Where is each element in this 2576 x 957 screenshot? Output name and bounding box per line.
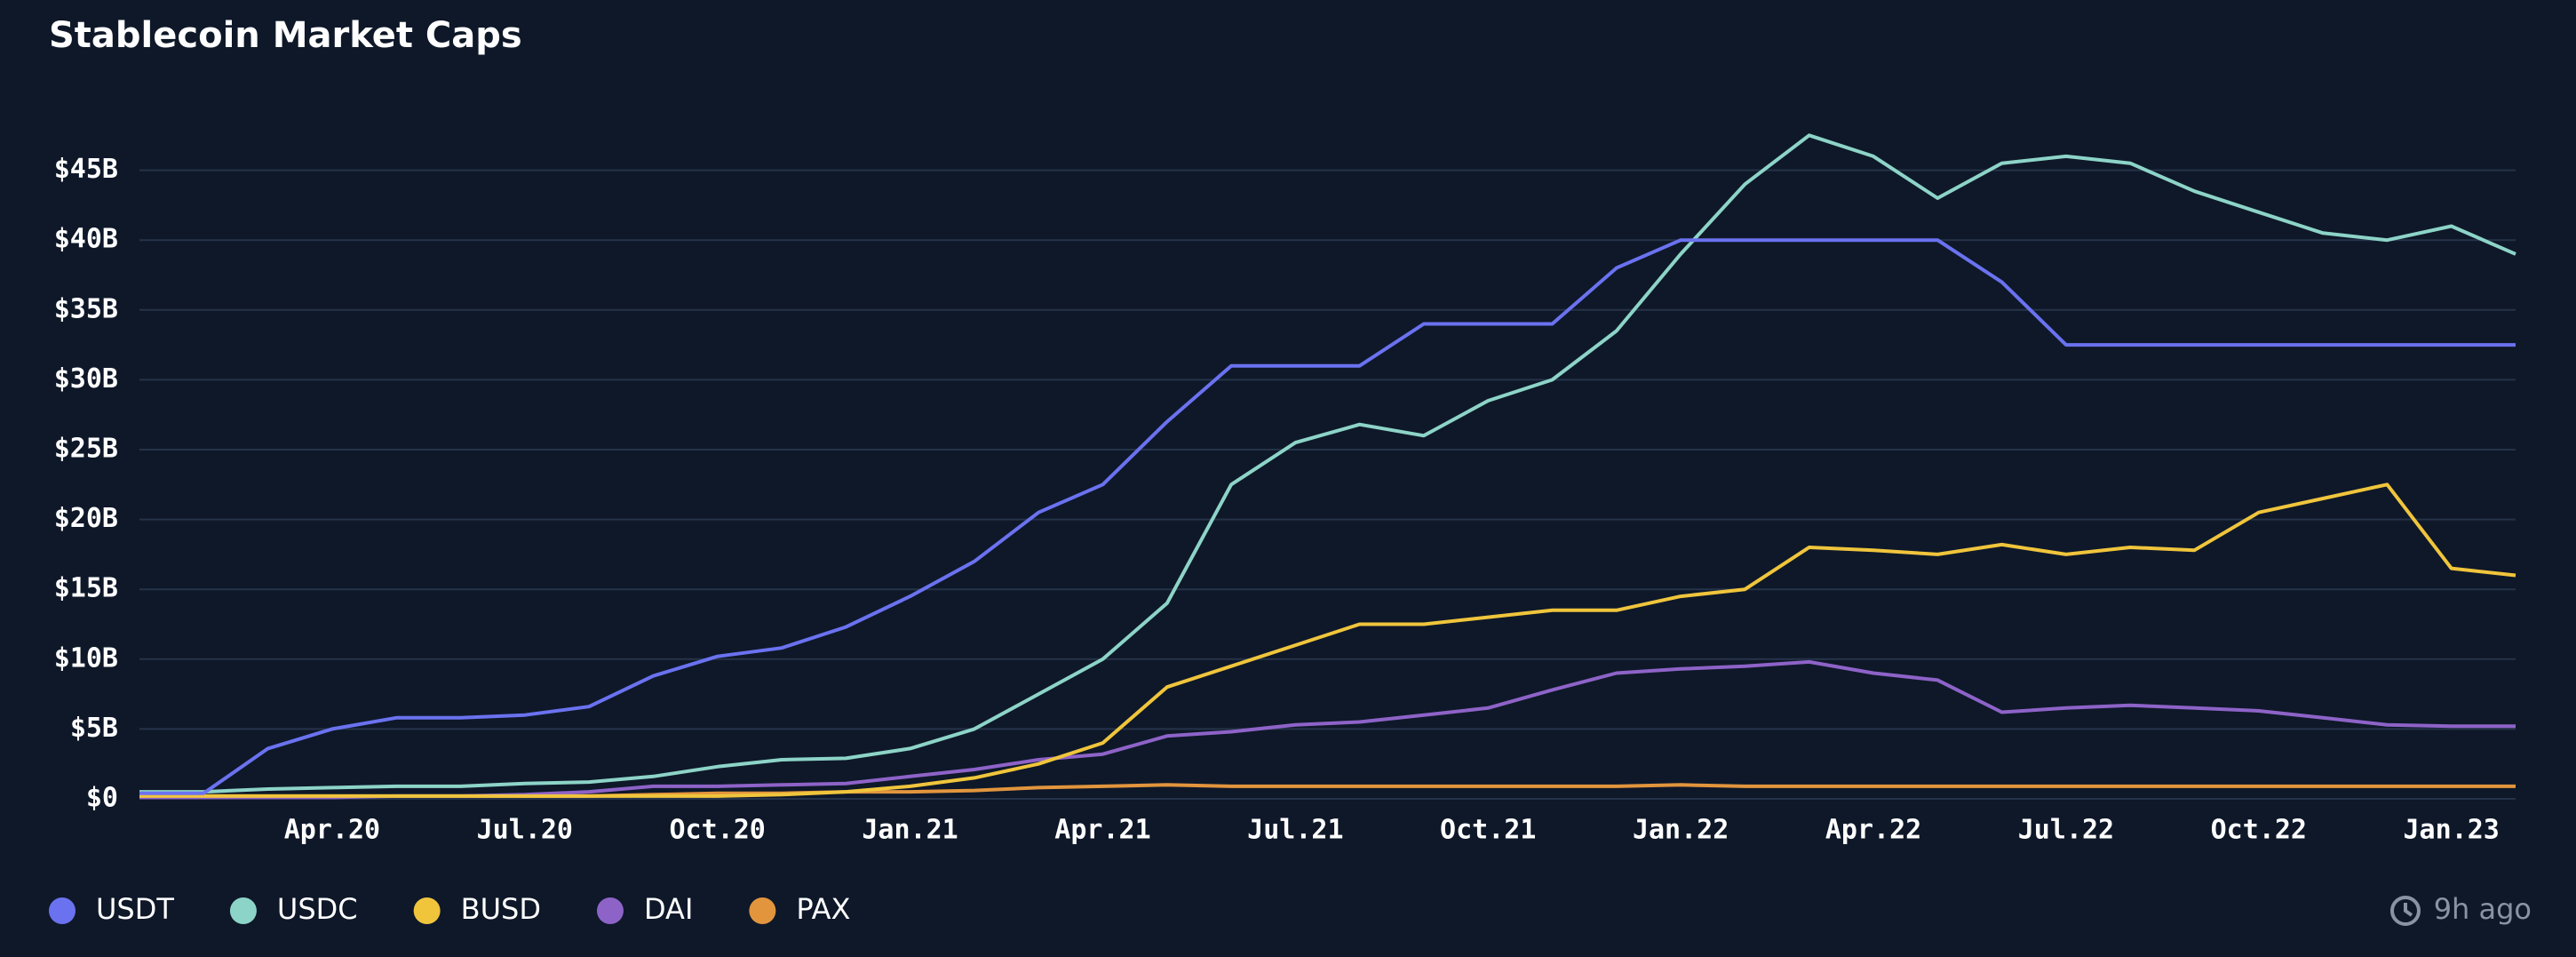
y-tick-label: $35B (54, 293, 118, 324)
y-tick-label: $0 (86, 783, 118, 814)
legend-label: PAX (796, 892, 850, 926)
y-tick-label: $10B (54, 642, 118, 674)
y-tick-label: $45B (54, 154, 118, 185)
legend-marker (229, 897, 257, 924)
x-tick-label: Oct.22 (2211, 815, 2307, 846)
updated-text: 9h ago (2434, 892, 2532, 926)
clock-hand (2404, 903, 2413, 917)
x-tick-label: Oct.20 (669, 815, 765, 846)
legend-label: USDC (277, 892, 358, 926)
series-line (139, 482, 2516, 798)
x-tick-label: Jan.22 (1633, 815, 1729, 846)
x-tick-label: Oct.21 (1440, 815, 1536, 846)
x-tick-label: Jan.23 (2404, 815, 2500, 846)
y-tick-label: $20B (54, 503, 118, 534)
legend-label: USDT (96, 892, 174, 926)
legend-marker (596, 897, 624, 924)
x-tick-label: Jul.20 (477, 815, 573, 846)
series-line (139, 659, 2516, 800)
series-line (139, 238, 2516, 795)
x-tick-label: Jul.22 (2018, 815, 2114, 846)
legend-marker (413, 897, 441, 924)
legend-label: DAI (644, 892, 693, 926)
x-tick-label: Jul.21 (1247, 815, 1343, 846)
legend-label: BUSD (461, 892, 541, 926)
y-tick-label: $30B (54, 363, 118, 395)
x-tick-label: Jan.21 (862, 815, 958, 846)
y-tick-label: $5B (70, 713, 118, 744)
x-tick-label: Apr.22 (1825, 815, 1921, 846)
series-line (139, 133, 2516, 794)
y-tick-label: $15B (54, 573, 118, 604)
legend-marker (749, 897, 776, 924)
legend-marker (49, 897, 76, 924)
x-tick-label: Apr.21 (1054, 815, 1150, 846)
y-tick-label: $25B (54, 434, 118, 465)
updated-note: 9h ago (2390, 892, 2532, 926)
clock-icon (2390, 896, 2421, 926)
x-tick-label: Apr.20 (284, 815, 380, 846)
chart-title: Stablecoin Market Caps (49, 15, 522, 56)
y-tick-label: $40B (54, 224, 118, 255)
